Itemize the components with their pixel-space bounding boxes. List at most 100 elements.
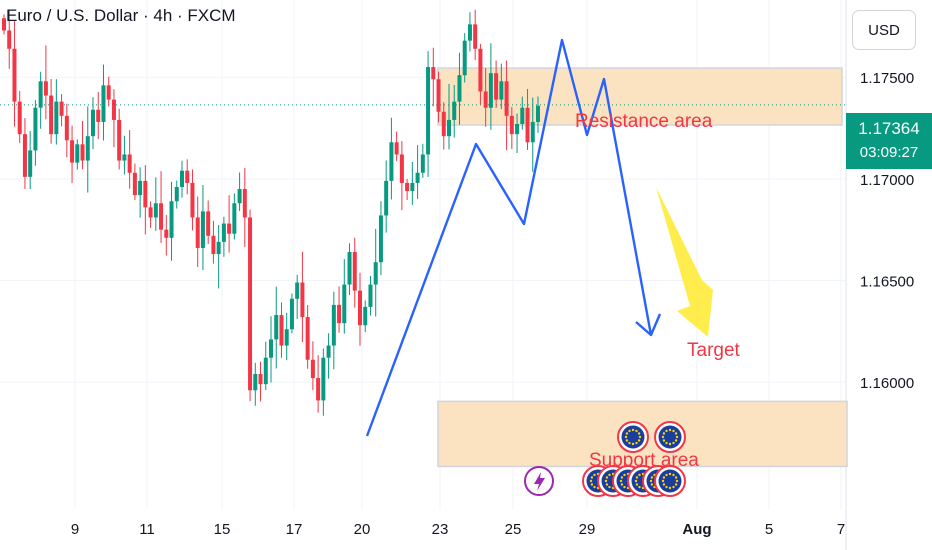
candle-body bbox=[180, 170, 184, 187]
candle-body bbox=[237, 189, 242, 204]
flag-star bbox=[625, 439, 629, 442]
lightning-bolt bbox=[534, 472, 545, 491]
zones bbox=[0, 67, 848, 468]
candle-body bbox=[473, 24, 478, 49]
candle-body bbox=[59, 101, 64, 116]
flag-star bbox=[668, 486, 672, 490]
candle-body bbox=[436, 79, 441, 112]
candle-body bbox=[536, 105, 540, 122]
flag-star bbox=[650, 476, 654, 479]
flag-star bbox=[631, 442, 635, 446]
y-tick-label: 1.17500 bbox=[860, 70, 914, 87]
candle-body bbox=[101, 85, 106, 122]
candle-body bbox=[358, 290, 362, 326]
candle-body bbox=[384, 180, 389, 216]
flag-star bbox=[625, 432, 629, 435]
flag-star bbox=[635, 476, 639, 479]
flag-disc bbox=[658, 469, 682, 493]
candle-body bbox=[331, 304, 336, 346]
candle-body bbox=[342, 284, 347, 324]
candle-body bbox=[85, 136, 90, 161]
candle-body bbox=[431, 67, 436, 80]
candle-body bbox=[164, 229, 169, 238]
flag-star bbox=[665, 485, 668, 489]
x-tick-label: 9 bbox=[71, 521, 79, 538]
flag-star bbox=[590, 483, 594, 486]
candle-body bbox=[269, 339, 273, 358]
candle-body bbox=[80, 144, 85, 161]
candle-body bbox=[515, 123, 520, 135]
candle-body bbox=[153, 203, 158, 218]
candle-body bbox=[441, 111, 446, 137]
target-label: Target bbox=[687, 340, 741, 361]
candle-body bbox=[520, 107, 525, 124]
currency-button[interactable]: USD bbox=[852, 10, 916, 50]
candle-body bbox=[321, 357, 326, 401]
eur-event-icon bbox=[654, 421, 686, 453]
y-tick-label: 1.16000 bbox=[860, 375, 914, 392]
candle-body bbox=[22, 134, 27, 177]
flag-star bbox=[605, 483, 609, 486]
candle-body bbox=[389, 142, 394, 181]
candle-body bbox=[2, 18, 6, 31]
candle-body bbox=[159, 203, 164, 230]
candle-body bbox=[316, 378, 321, 401]
x-tick-label: 11 bbox=[139, 521, 155, 538]
candle-body bbox=[111, 99, 116, 120]
candle-body bbox=[378, 215, 383, 263]
flag-star bbox=[623, 485, 626, 489]
flag-disc bbox=[621, 425, 645, 449]
candle-body bbox=[132, 172, 137, 196]
candle-body bbox=[410, 182, 415, 192]
candle-body bbox=[232, 203, 237, 234]
candle-body bbox=[221, 223, 226, 242]
flag-star bbox=[589, 479, 593, 483]
candle-body bbox=[467, 24, 472, 41]
candle-body bbox=[148, 207, 153, 218]
eur-event-icon bbox=[617, 421, 649, 453]
candle-body bbox=[295, 282, 300, 299]
current-price-tag: 1.17364 03:09:27 bbox=[846, 113, 932, 169]
projection-line bbox=[365, 38, 653, 437]
candle-body bbox=[138, 180, 143, 196]
flag-star bbox=[624, 435, 628, 439]
candle-body bbox=[38, 81, 43, 108]
candle-body bbox=[405, 182, 410, 192]
candle-body bbox=[499, 81, 504, 100]
candle-body bbox=[494, 73, 499, 100]
x-tick-label: 20 bbox=[354, 521, 371, 538]
candle-body bbox=[185, 170, 190, 183]
y-tick-label: 1.17000 bbox=[860, 172, 914, 189]
flag-star bbox=[605, 476, 609, 479]
flag-star bbox=[620, 476, 624, 479]
candle-body bbox=[352, 252, 357, 291]
candle-body bbox=[248, 217, 253, 391]
candle-body bbox=[337, 304, 342, 324]
flag-star bbox=[628, 429, 631, 433]
flag-star bbox=[661, 479, 665, 483]
target-arrow bbox=[656, 187, 713, 337]
event-icons bbox=[524, 421, 686, 497]
candle-body bbox=[253, 373, 258, 391]
flag-star bbox=[593, 485, 596, 489]
candle-body bbox=[17, 101, 22, 135]
candle-body bbox=[447, 119, 451, 137]
candle-body bbox=[43, 81, 48, 96]
candle-body bbox=[368, 284, 373, 307]
flag-star bbox=[674, 476, 678, 479]
flag-star bbox=[665, 441, 668, 445]
candle-body bbox=[399, 154, 404, 183]
candle-body bbox=[289, 298, 294, 330]
flag-star bbox=[662, 439, 666, 442]
candle-body bbox=[122, 154, 127, 161]
candle-body bbox=[263, 357, 268, 385]
candle-body bbox=[49, 95, 54, 135]
candle-body bbox=[258, 373, 263, 385]
candle-body bbox=[169, 201, 174, 238]
flag-star bbox=[662, 432, 666, 435]
flag-star bbox=[662, 476, 666, 479]
candle-body bbox=[274, 315, 279, 340]
flag-star bbox=[674, 432, 678, 435]
chart-title: Euro / U.S. Dollar · 4h · FXCM bbox=[6, 6, 236, 25]
